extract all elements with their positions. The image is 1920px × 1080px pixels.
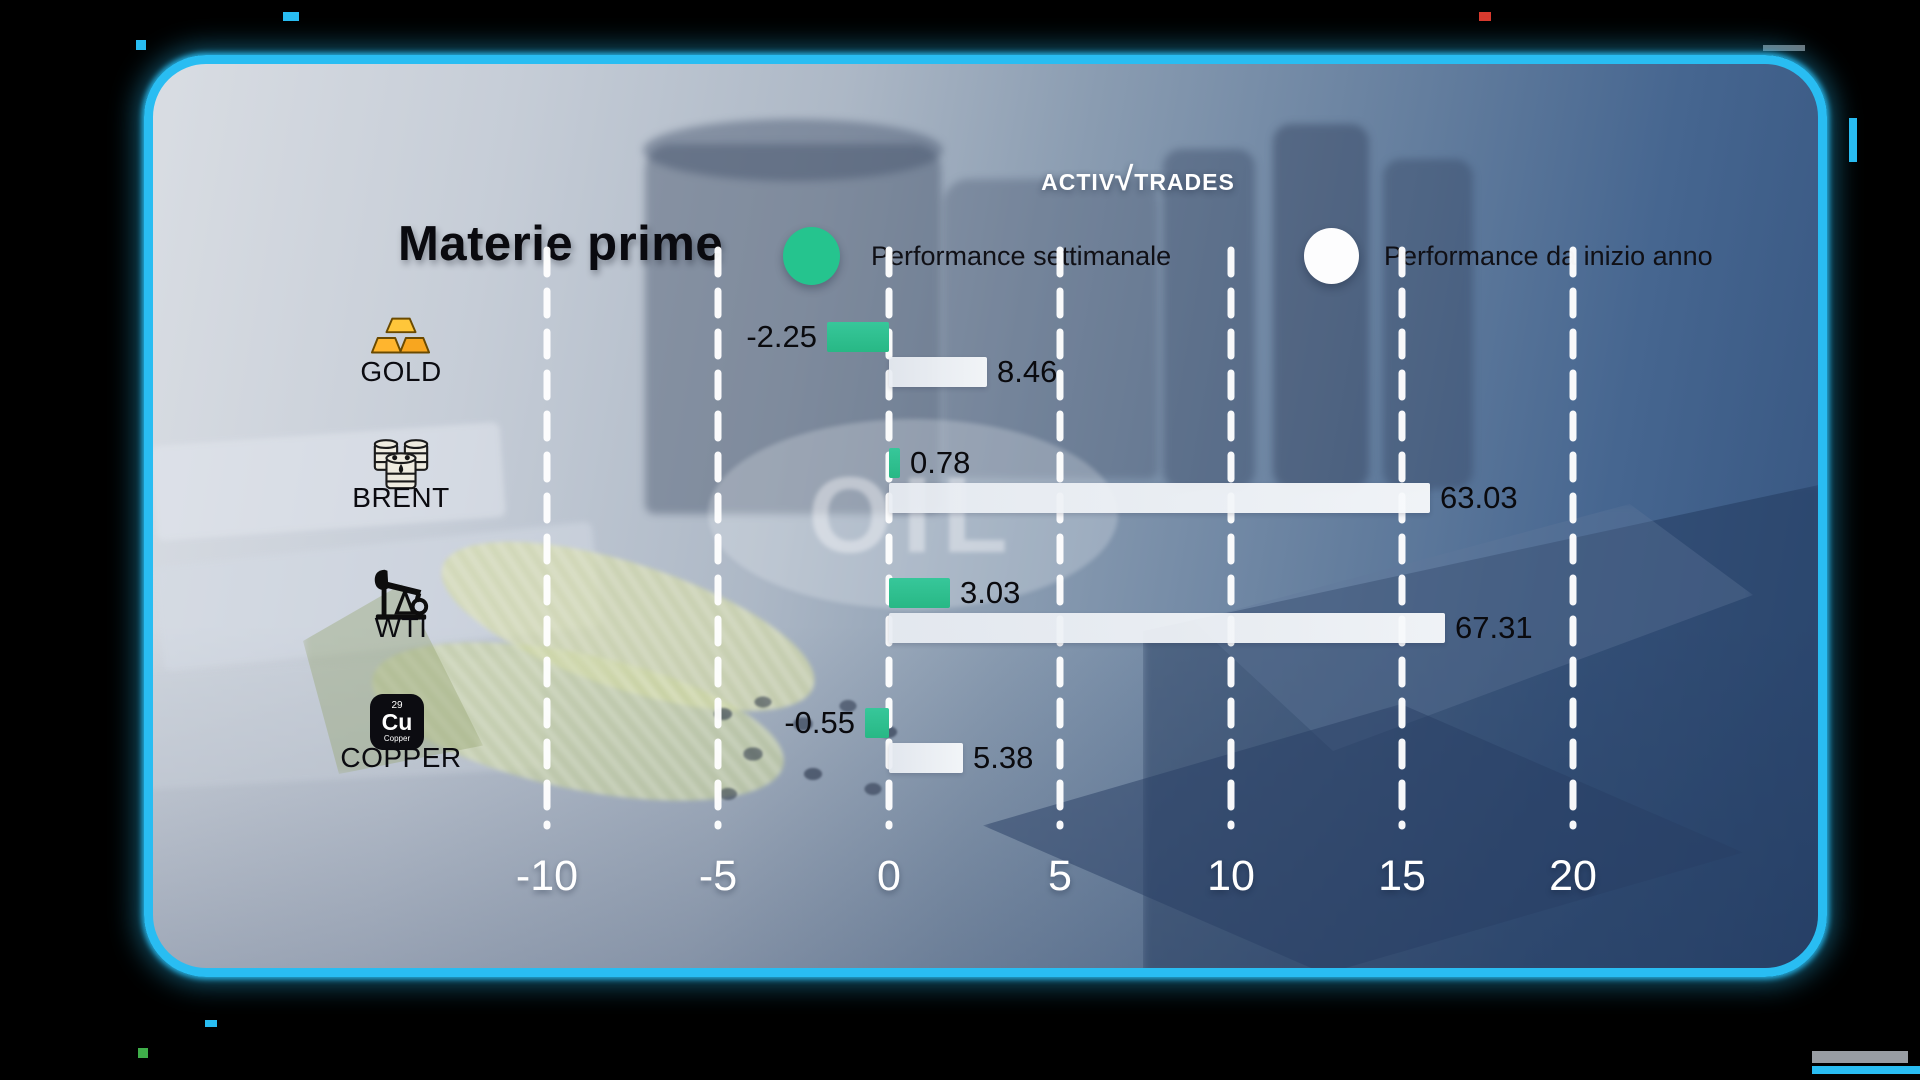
commodity-icon-brent (370, 434, 432, 492)
bar-ytd-copper (889, 743, 963, 773)
bar-weekly-brent (889, 448, 900, 478)
copper-atomic-number: 29 (391, 700, 403, 711)
commodity-icon-copper: 29 Cu Copper (370, 694, 424, 750)
x-tick-label--10: -10 (515, 852, 579, 900)
value-label-bar-weekly-copper: -0.55 (784, 705, 855, 740)
bar-weekly-gold (827, 322, 889, 352)
chart-plot-area: -10 -5 0 5 10 15 20 GOLD -2.25 8.46 BRENT 0.78 63.03… (153, 64, 1818, 968)
page-title: Materie prime (398, 217, 724, 271)
x-tick-label-15: 15 (1378, 852, 1426, 900)
commodity-label-copper: COPPER (340, 742, 462, 773)
bar-weekly-wti (889, 578, 950, 608)
copper-symbol: Cu (381, 709, 413, 735)
bar-weekly-copper (865, 708, 889, 738)
glitch-artifact (1812, 1051, 1908, 1063)
glitch-artifact (1763, 45, 1805, 51)
legend-dot-weekly (783, 227, 840, 285)
legend-dot-ytd (1304, 228, 1359, 284)
glitch-artifact (1479, 12, 1491, 21)
glitch-artifact (136, 40, 146, 50)
commodity-icon-gold (370, 308, 432, 366)
value-label-bar-ytd-wti: 67.31 (1455, 610, 1533, 645)
value-label-bar-ytd-brent: 63.03 (1440, 480, 1518, 515)
glitch-artifact (1812, 1066, 1920, 1074)
bar-ytd-wti (889, 613, 1445, 643)
x-tick-label--5: -5 (698, 852, 738, 900)
activtrades-logo: Activ√Trades (1041, 160, 1235, 197)
value-label-bar-weekly-brent: 0.78 (910, 445, 971, 480)
x-tick-label-10: 10 (1207, 852, 1255, 900)
copper-name: Copper (383, 734, 411, 743)
x-tick-label-0: 0 (877, 852, 901, 900)
commodity-icon-wti (370, 564, 432, 622)
legend-label-weekly: Performance settimanale (871, 241, 1172, 271)
glitch-artifact (205, 1020, 217, 1027)
glitch-artifact (1849, 118, 1857, 162)
commodity-label-brent: BRENT (352, 482, 450, 513)
value-label-bar-ytd-gold: 8.46 (997, 354, 1058, 389)
bar-ytd-brent (889, 483, 1430, 513)
value-label-bar-ytd-copper: 5.38 (973, 740, 1034, 775)
bar-ytd-gold (889, 357, 987, 387)
value-label-bar-weekly-gold: -2.25 (746, 319, 817, 354)
glitch-artifact (283, 12, 299, 21)
chart-card: OIL Activ√Trades Materie prime Performan… (144, 55, 1827, 977)
x-tick-label-20: 20 (1549, 852, 1597, 900)
commodity-label-gold: GOLD (360, 356, 442, 387)
value-label-bar-weekly-wti: 3.03 (960, 575, 1021, 610)
glitch-artifact (138, 1048, 148, 1058)
commodity-label-wti: WTI (374, 612, 428, 643)
legend-label-ytd: Performance da inizio anno (1384, 241, 1713, 271)
x-tick-label-5: 5 (1048, 852, 1072, 900)
